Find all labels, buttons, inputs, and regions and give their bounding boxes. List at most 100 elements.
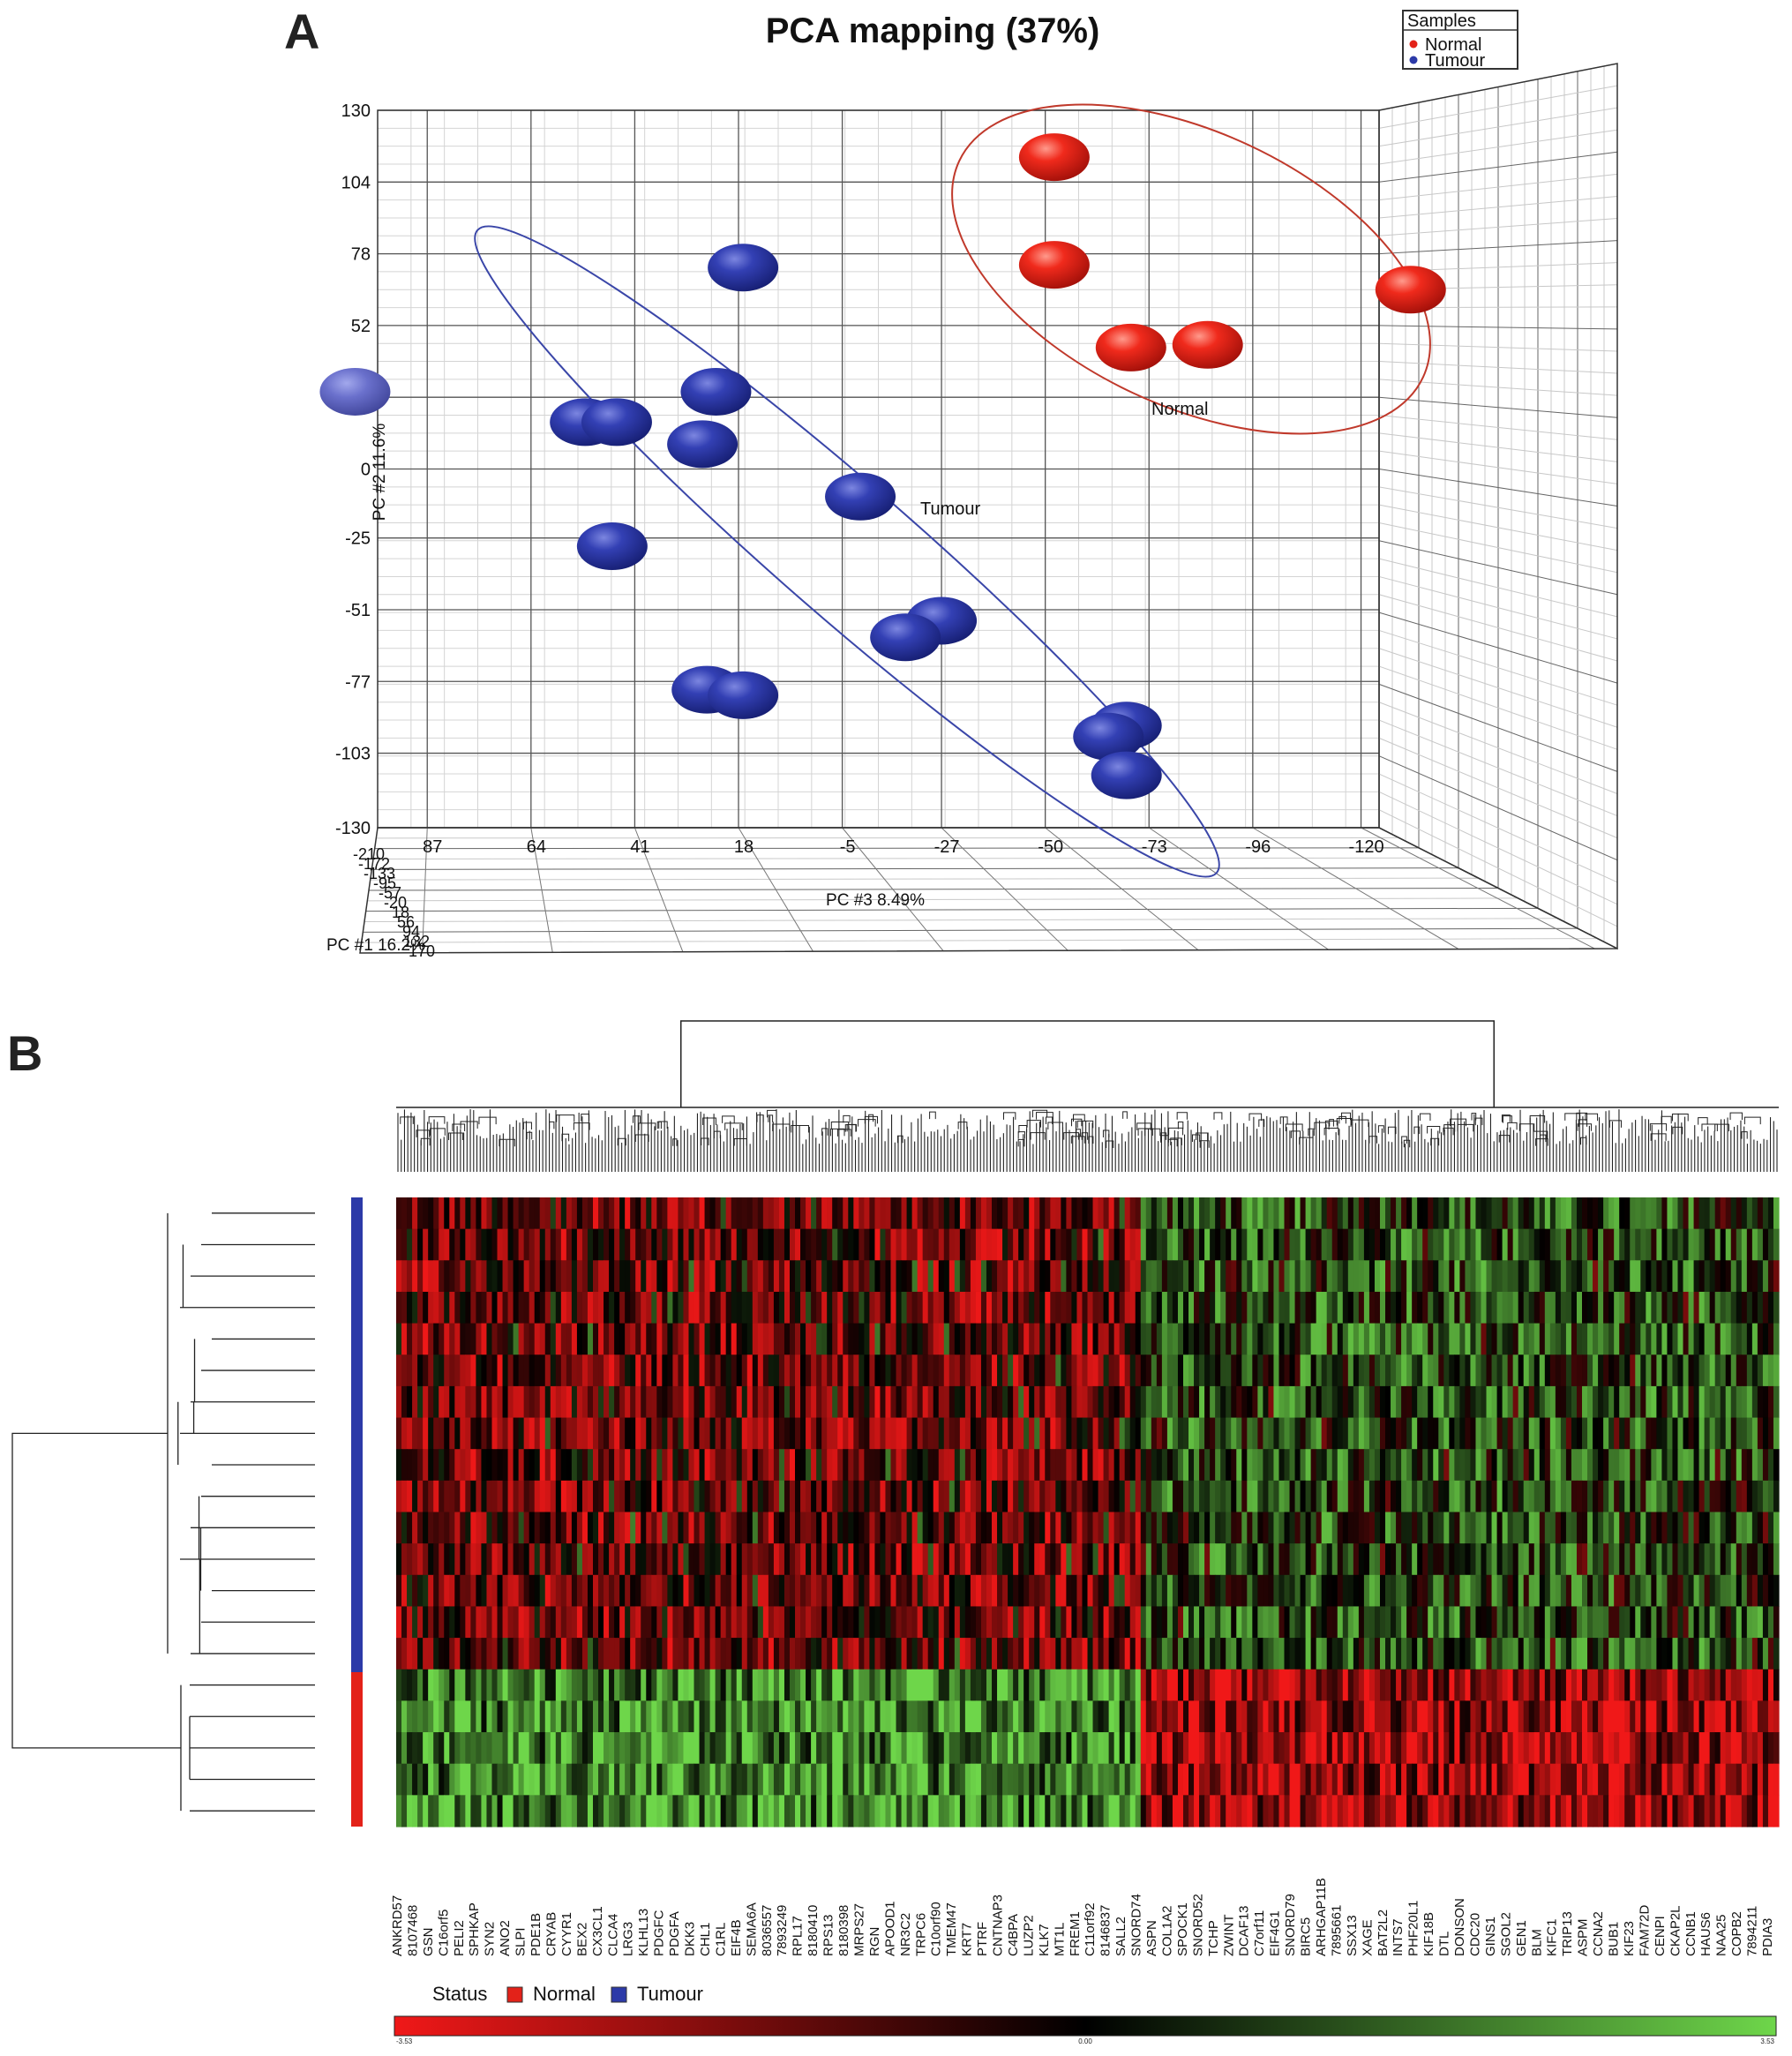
floor-grid-line <box>738 827 814 952</box>
heatmap-cell <box>1619 1228 1625 1261</box>
heatmap-cell <box>407 1260 413 1293</box>
heatmap-cell <box>1412 1197 1418 1230</box>
heatmap-cell <box>1268 1291 1275 1324</box>
heatmap-cell <box>1018 1449 1024 1482</box>
heatmap-cell <box>1045 1354 1051 1387</box>
heatmap-cell <box>423 1543 429 1576</box>
heatmap-cell <box>1475 1606 1482 1639</box>
heatmap-cell <box>773 1197 780 1230</box>
heatmap-cell <box>1215 1354 1221 1387</box>
heatmap-cell <box>439 1669 445 1701</box>
heatmap-cell <box>1018 1228 1024 1261</box>
heatmap-cell <box>646 1512 652 1544</box>
heatmap-cell <box>741 1417 748 1450</box>
heatmap-cell <box>1502 1669 1509 1701</box>
column-dendrogram-branch <box>1299 1137 1314 1145</box>
heatmap-cell <box>725 1449 732 1482</box>
heatmap-cell <box>1762 1669 1769 1701</box>
column-dendrogram-branch <box>1199 1140 1210 1148</box>
heatmap-cell <box>555 1543 562 1576</box>
heatmap-cell <box>667 1197 673 1230</box>
heatmap-cell <box>784 1480 791 1513</box>
heatmap-cell <box>566 1480 573 1513</box>
heatmap-cell <box>1177 1260 1184 1293</box>
heatmap-cell <box>428 1606 434 1639</box>
heatmap-cell <box>1263 1385 1270 1419</box>
column-dendrogram-branch <box>1672 1126 1683 1135</box>
heatmap-cell <box>1507 1417 1514 1450</box>
heatmap-cell <box>630 1543 636 1576</box>
heatmap-cell <box>1113 1449 1121 1482</box>
heatmap-cell <box>1598 1480 1604 1513</box>
heatmap-cell <box>1045 1417 1051 1450</box>
heatmap-cell <box>1182 1449 1189 1482</box>
heatmap-cell <box>1544 1512 1551 1544</box>
heatmap-cell <box>1098 1574 1105 1608</box>
heatmap-cell <box>688 1228 695 1261</box>
heatmap-cell <box>1412 1606 1418 1639</box>
heatmap-cell <box>396 1417 402 1450</box>
heatmap-cell <box>1353 1197 1360 1230</box>
heatmap-cell <box>423 1291 429 1324</box>
heatmap-cell <box>1401 1480 1407 1513</box>
heatmap-cell <box>1135 1512 1142 1544</box>
heatmap-cell <box>1066 1480 1073 1513</box>
heatmap-cell <box>1156 1228 1163 1261</box>
heatmap-cell <box>460 1700 466 1733</box>
heatmap-cell <box>880 1512 887 1544</box>
heatmap-cell <box>1294 1449 1301 1482</box>
heatmap-cell <box>598 1669 604 1701</box>
heatmap-cell <box>625 1669 631 1701</box>
heatmap-cell <box>890 1574 897 1608</box>
heatmap-cell <box>1226 1323 1232 1355</box>
heatmap-cell <box>1289 1574 1296 1608</box>
heatmap-cell <box>1565 1260 1572 1293</box>
heatmap-cell <box>1587 1669 1593 1701</box>
heatmap-cell <box>1119 1197 1126 1230</box>
heatmap-cell <box>709 1260 716 1293</box>
heatmap-cell <box>1417 1260 1423 1293</box>
heatmap-cell <box>609 1480 615 1513</box>
heatmap-cell <box>444 1574 450 1608</box>
heatmap-cell <box>1635 1385 1641 1419</box>
heatmap-cell <box>1730 1323 1737 1355</box>
heatmap-cell <box>1119 1323 1126 1355</box>
heatmap-cell <box>964 1417 971 1450</box>
heatmap-cell <box>911 1480 918 1513</box>
heatmap-cell <box>1449 1323 1455 1355</box>
heatmap-cell <box>1018 1669 1024 1701</box>
heatmap-cell <box>1417 1574 1423 1608</box>
heatmap-cell <box>1135 1385 1142 1419</box>
heatmap-cell <box>890 1638 897 1670</box>
heatmap-cell <box>1438 1512 1444 1544</box>
heatmap-cell <box>1502 1606 1509 1639</box>
heatmap-cell <box>1385 1197 1391 1230</box>
heatmap-cell <box>566 1512 573 1544</box>
heatmap-cell <box>662 1638 668 1670</box>
heatmap-cell <box>523 1480 530 1513</box>
heatmap-cell <box>1013 1323 1019 1355</box>
heatmap-cell <box>970 1480 977 1513</box>
heatmap-cell <box>1145 1574 1152 1608</box>
heatmap-cell <box>1092 1197 1099 1230</box>
heatmap-cell <box>1379 1197 1386 1230</box>
heatmap-cell <box>1741 1197 1748 1230</box>
heatmap-cell <box>1321 1291 1328 1324</box>
heatmap-cell <box>1757 1606 1764 1639</box>
heatmap-cell <box>762 1543 769 1576</box>
heatmap-cell <box>609 1354 615 1387</box>
heatmap-cell <box>1273 1480 1280 1513</box>
heatmap-cell <box>1656 1260 1663 1293</box>
heatmap-cell <box>1289 1512 1296 1544</box>
heatmap-cell <box>1363 1512 1370 1544</box>
heatmap-cell <box>1273 1260 1280 1293</box>
heatmap-cell <box>401 1543 408 1576</box>
heatmap-cell <box>1773 1291 1780 1324</box>
heatmap-cell <box>1034 1574 1040 1608</box>
heatmap-cell <box>592 1512 599 1544</box>
heatmap-cell <box>980 1512 987 1544</box>
heatmap-cell <box>896 1543 903 1576</box>
column-dendrogram-branch <box>526 1131 533 1140</box>
heatmap-cell <box>1576 1417 1583 1450</box>
heatmap-cell <box>667 1543 673 1576</box>
